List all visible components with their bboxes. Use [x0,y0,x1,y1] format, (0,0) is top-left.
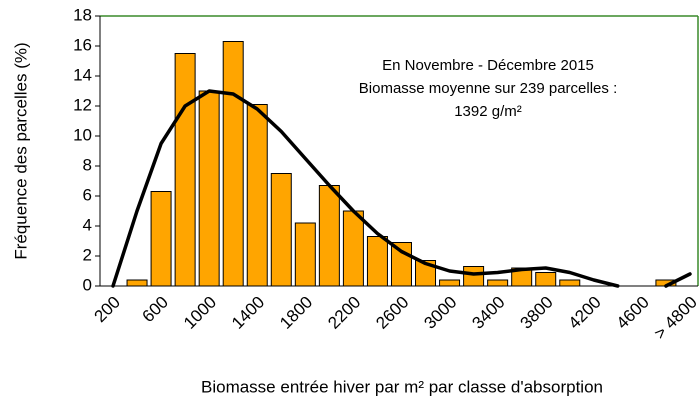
bar [294,222,316,287]
y-tick-label: 4 [83,215,92,234]
y-tick-label: 12 [73,95,92,114]
x-tick-label: 4200 [565,293,605,333]
x-tick-label: 200 [91,293,124,326]
bar [463,266,485,287]
x-tick-label: 1800 [276,293,316,333]
bar [150,191,172,287]
x-tick-label: 600 [139,293,172,326]
y-tick-label: 16 [73,35,92,54]
y-tick-label: 10 [73,125,92,144]
x-tick-label: 2600 [372,293,412,333]
bar [535,272,557,287]
y-tick-label: 6 [83,185,92,204]
bar [342,210,364,287]
y-tick-label: 8 [83,155,92,174]
x-tick-label: 1400 [228,293,268,333]
annotation: 1392 g/m² [454,103,522,120]
bar [559,279,581,287]
x-tick-label: 3000 [420,293,460,333]
x-axis-title: Biomasse entrée hiver par m² par classe … [201,377,603,396]
bar [487,279,509,287]
bar [318,185,340,287]
bar [439,279,461,287]
bar [198,90,220,287]
x-tick-label: 3400 [468,293,508,333]
y-tick-label: 2 [83,245,92,264]
annotation: Biomasse moyenne sur 239 parcelles : [359,80,617,97]
y-tick-label: 18 [73,5,92,24]
x-tick-label: 3800 [517,293,557,333]
x-tick-label: 4600 [613,293,653,333]
bar [222,41,244,287]
x-tick-label: > 4800 [650,293,699,344]
y-tick-label: 0 [83,275,92,294]
y-axis-title: Fréquence des parcelles (%) [11,42,30,259]
bar [174,53,196,287]
bar [246,104,268,287]
y-tick-label: 14 [73,65,92,84]
x-tick-label: 1000 [180,293,220,333]
bar [270,173,292,287]
bar [126,279,148,287]
annotation: En Novembre - Décembre 2015 [382,57,594,74]
bar [390,242,412,287]
fit-curve [111,89,692,288]
bar [366,236,388,287]
x-tick-label: 2200 [324,293,364,333]
